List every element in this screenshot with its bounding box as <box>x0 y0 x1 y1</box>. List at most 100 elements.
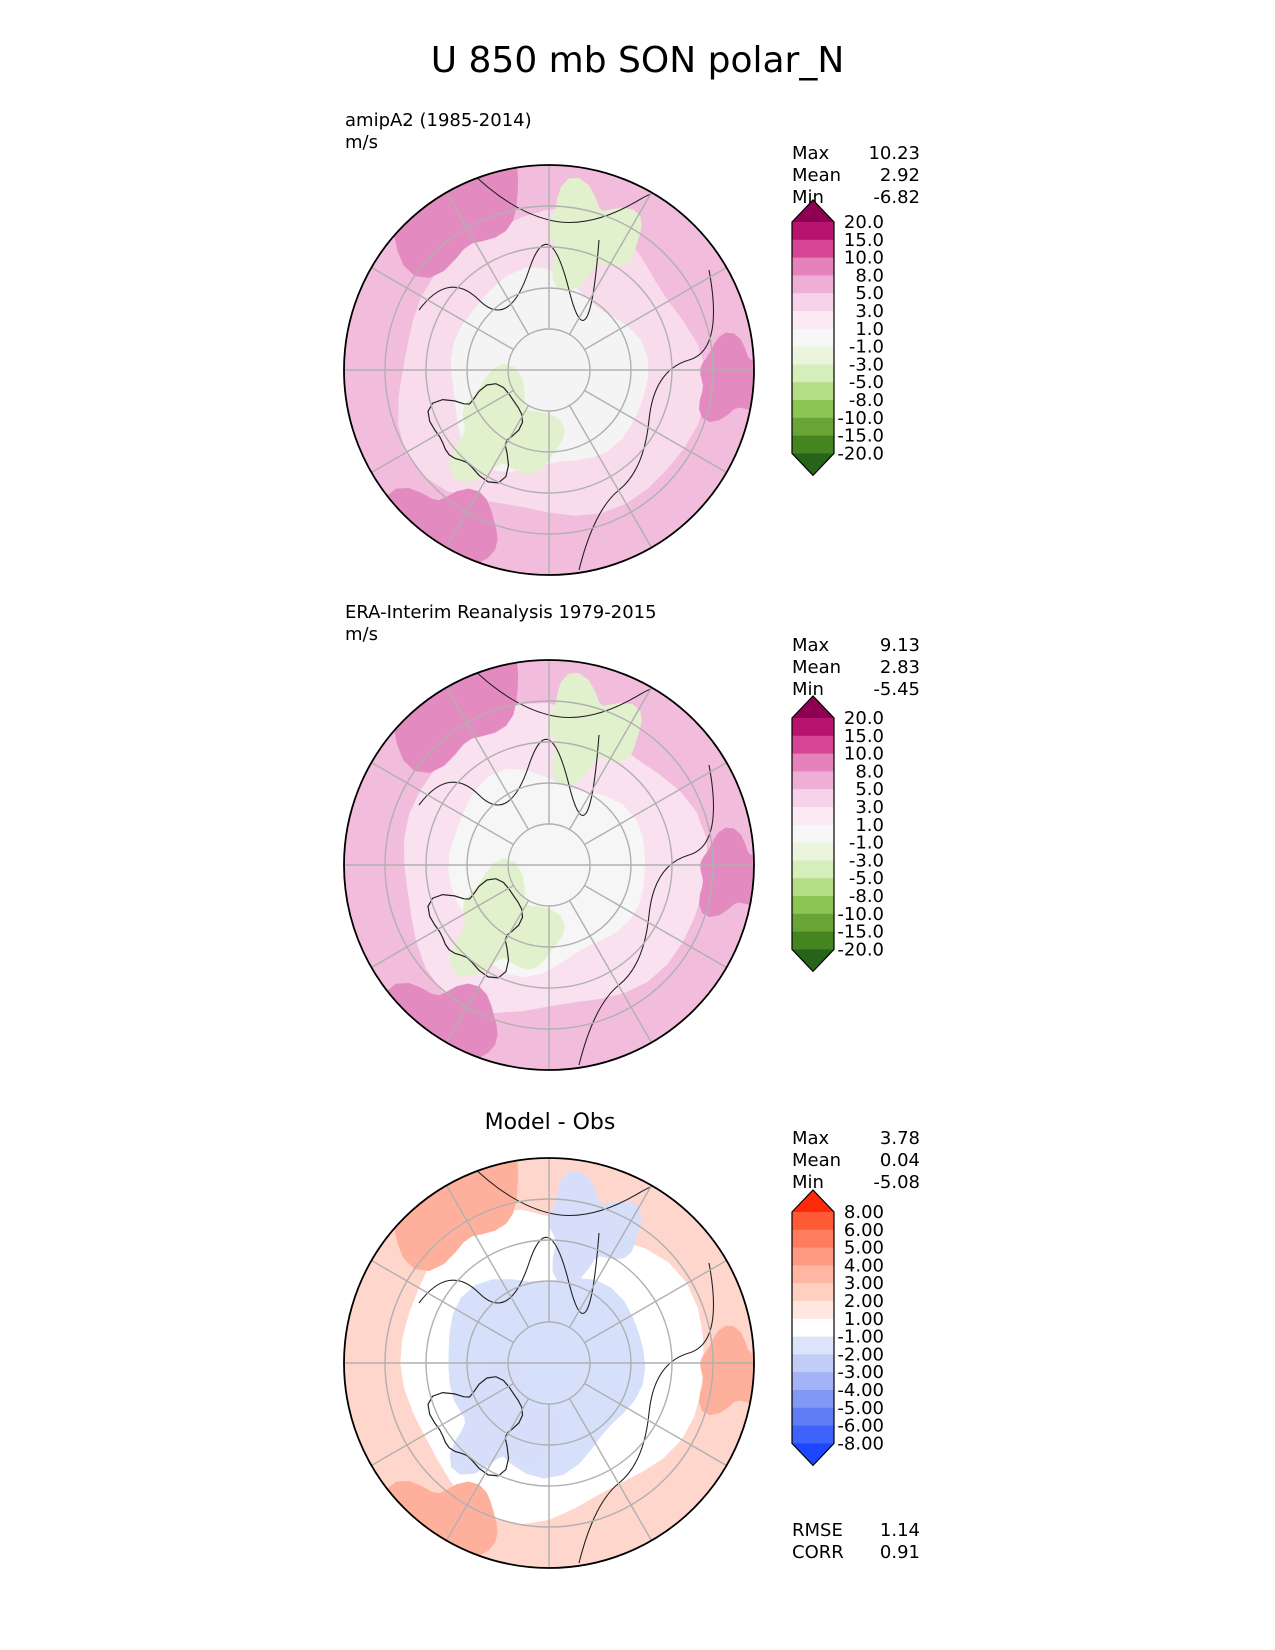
field-patch-strong <box>377 1158 519 1271</box>
stat-name: CORR <box>792 1542 844 1563</box>
map-boundary <box>343 659 755 1071</box>
panel3-stats: Max 3.78 Mean 0.04 Min -5.08 <box>792 1128 920 1194</box>
meridian-line <box>445 405 530 548</box>
field-patch-strong <box>699 1325 754 1416</box>
colorbar-segment <box>792 1407 834 1427</box>
colorbar-tick-label: -10.0 <box>837 904 884 925</box>
colorbar-tick-label: 20.0 <box>844 212 884 233</box>
stat-value: -5.45 <box>873 679 920 700</box>
panel2-dataset-label: ERA-Interim Reanalysis 1979-2015 <box>345 602 657 623</box>
map-boundary <box>343 1157 755 1569</box>
meridian-line <box>568 192 653 335</box>
colorbar-segment <box>792 382 834 401</box>
colorbar-tick-label: 1.00 <box>844 1309 884 1330</box>
colorbar-tick-label: -8.00 <box>837 1433 884 1454</box>
colorbar-segment <box>792 753 834 772</box>
field-patch-strong <box>383 983 498 1070</box>
colorbar-segment <box>792 718 834 737</box>
field-patch-strong <box>699 332 754 423</box>
figure-title: U 850 mb SON polar_N <box>430 40 845 81</box>
colorbar-tick-label: -20.0 <box>837 939 884 960</box>
colorbar-segment <box>792 931 834 950</box>
colorbar-segment <box>792 1372 834 1391</box>
coastline-archipelago <box>418 1232 600 1315</box>
stat-name: Max <box>792 635 830 656</box>
colorbar-extend-bottom <box>792 949 834 972</box>
colorbar-tick-label: 3.0 <box>855 301 884 322</box>
meridian-line <box>445 1398 530 1541</box>
stat-value: 0.04 <box>879 1150 920 1171</box>
colorbar-segment <box>792 257 834 276</box>
colorbar-tick-label: -15.0 <box>837 426 884 447</box>
colorbar-segment <box>792 842 834 861</box>
colorbar-segment <box>792 400 834 419</box>
colorbar-segment <box>792 1247 834 1266</box>
meridian-line <box>568 900 653 1043</box>
colorbar-tick-label: 20.0 <box>844 708 884 729</box>
colorbar-segment <box>792 364 834 383</box>
meridian-line <box>568 1185 653 1328</box>
colorbar-segment <box>792 1336 834 1355</box>
field-patch-strong <box>377 660 519 773</box>
map-boundary <box>343 164 755 576</box>
panel2-stats: Max 9.13 Mean 2.83 Min -5.45 <box>792 635 920 701</box>
panel3-error-stats: RMSE 1.14 CORR 0.91 <box>792 1520 920 1564</box>
meridian-line <box>584 389 727 474</box>
colorbar-tick-label: 8.00 <box>844 1202 884 1223</box>
colorbar-tick-label: 5.0 <box>855 779 884 800</box>
panel2-units: m/s <box>345 624 378 645</box>
meridian-line <box>371 761 514 846</box>
map-field <box>344 660 754 1070</box>
colorbar-segment <box>792 435 834 454</box>
coastline-eurasia <box>578 764 715 1066</box>
colorbar-extend-top <box>792 200 834 222</box>
colorbar-tick-label: 4.00 <box>844 1255 884 1276</box>
colorbar-extend-bottom <box>792 453 834 476</box>
colorbar-tick-label: -3.0 <box>849 850 884 871</box>
colorbar-outline <box>791 1189 835 1467</box>
colorbar-tick-label: 2.00 <box>844 1291 884 1312</box>
colorbar-tick-label: -5.00 <box>837 1398 884 1419</box>
field-patch-strong <box>699 827 754 918</box>
coastline-archipelago <box>418 239 600 322</box>
colorbar-tick-label: 5.0 <box>855 283 884 304</box>
colorbar-tick-label: 1.0 <box>855 319 884 340</box>
map-field <box>344 165 754 575</box>
colorbar-outline <box>791 695 835 973</box>
panel1-units: m/s <box>345 132 378 153</box>
colorbar-tick-label: -8.0 <box>849 886 884 907</box>
coastline-greenland <box>427 878 524 979</box>
colorbar-segment <box>792 913 834 933</box>
map-panel-1: 20.015.010.08.05.03.01.0-1.0-3.0-5.0-8.0… <box>343 164 884 576</box>
colorbar-segment <box>792 346 834 365</box>
field-patch-weak <box>548 1170 642 1285</box>
field-patch-weak <box>449 858 565 977</box>
stat-name: Max <box>792 1128 830 1149</box>
stat-name: Mean <box>792 1150 842 1171</box>
colorbar-segment <box>792 771 834 790</box>
colorbar-segment <box>792 860 834 879</box>
stat-name: Mean <box>792 657 842 678</box>
colorbar-segment <box>792 1301 834 1320</box>
panel3-title: Model - Obs <box>484 1110 616 1135</box>
colorbar-segment <box>792 1354 834 1373</box>
colorbar-tick-label: -10.0 <box>837 408 884 429</box>
stat-value: 0.91 <box>879 1542 920 1563</box>
stat-name: Mean <box>792 165 842 186</box>
colorbar-tick-label: 10.0 <box>844 248 884 269</box>
stat-value: 2.83 <box>879 657 920 678</box>
colorbar-tick-label: 3.0 <box>855 797 884 818</box>
meridian-line <box>371 1382 514 1467</box>
stat-value: 3.78 <box>879 1128 920 1149</box>
colorbar-extend-top <box>792 696 834 718</box>
stat-value: 9.13 <box>879 635 920 656</box>
colorbar-segment <box>792 275 834 294</box>
colorbar-segment <box>792 807 834 826</box>
colorbar-segment <box>792 328 834 348</box>
map-panel-2: 20.015.010.08.05.03.01.0-1.0-3.0-5.0-8.0… <box>343 659 884 1071</box>
panel1-label: amipA2 (1985-2014) m/s <box>345 110 532 154</box>
colorbar-tick-label: -1.00 <box>837 1327 884 1348</box>
stat-name: Min <box>792 1172 824 1193</box>
meridian-line <box>371 884 514 969</box>
colorbar-tick-label: 3.00 <box>844 1273 884 1294</box>
